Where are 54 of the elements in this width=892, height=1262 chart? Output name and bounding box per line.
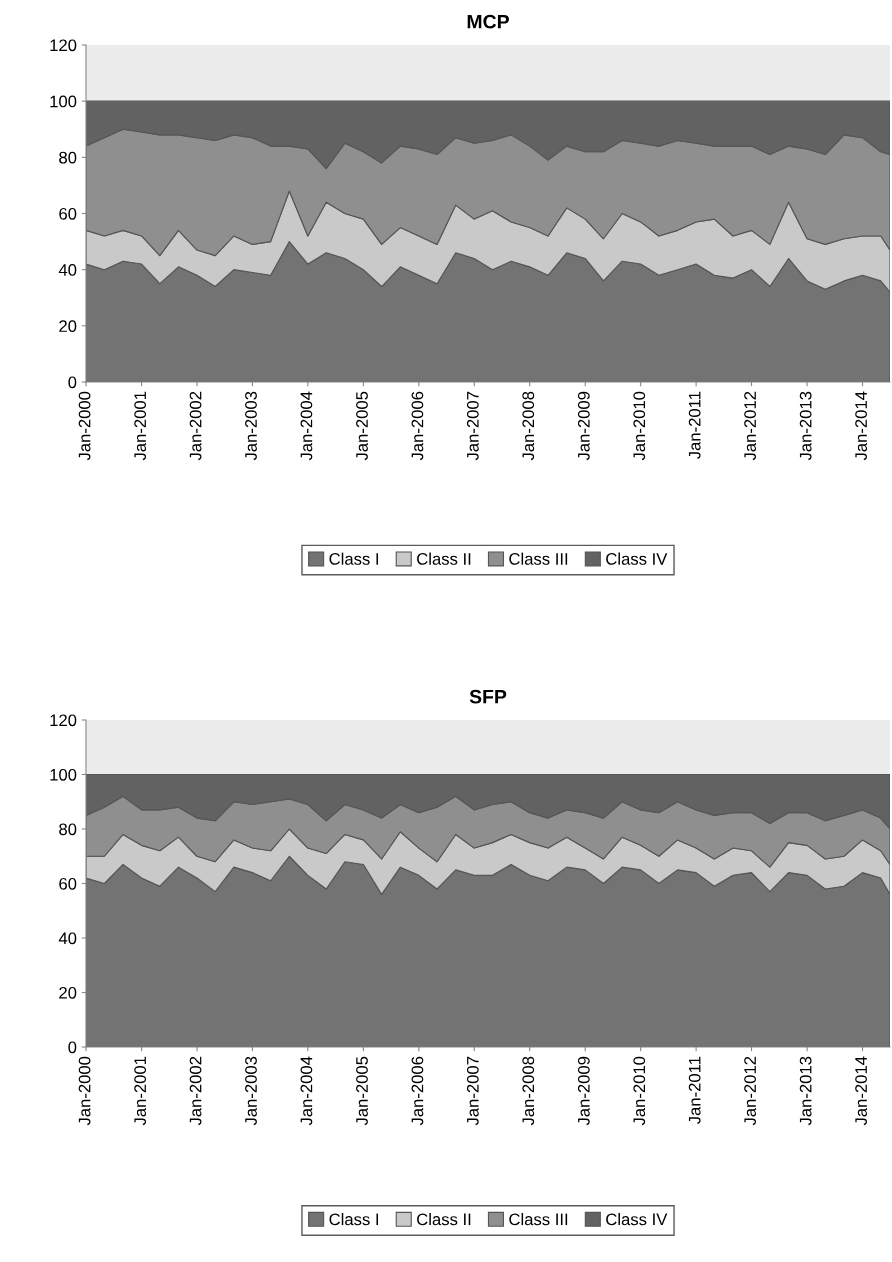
y-tick-label: 0 (68, 376, 77, 389)
x-tick-label: Jan-2004 (300, 391, 313, 461)
chart-title: MCP (467, 14, 509, 29)
x-tick-label: Jan-2001 (134, 391, 147, 461)
legend-label: Class IV (606, 1213, 668, 1226)
x-tick-label: Jan-2013 (799, 391, 812, 461)
x-tick-label: Jan-2013 (799, 1056, 812, 1126)
x-tick-label: Jan-2005 (356, 391, 368, 461)
x-tick-label: Jan-2008 (522, 1056, 535, 1126)
x-tick-label: Jan-2000 (78, 391, 91, 461)
x-tick-label: Jan-2008 (522, 391, 535, 461)
x-tick-label: Jan-2009 (577, 391, 590, 461)
x-tick-label: Jan-2011 (688, 1056, 701, 1125)
x-tick-label: Jan-2012 (744, 1056, 756, 1126)
legend-label: Class I (329, 552, 379, 565)
x-tick-label: Jan-2009 (577, 1056, 590, 1126)
x-tick-label: Jan-2014 (855, 391, 867, 461)
x-tick-label: Jan-2003 (245, 391, 257, 461)
y-tick-label: 120 (50, 39, 77, 52)
y-tick-label: 80 (59, 823, 77, 836)
y-tick-label: 60 (59, 207, 77, 220)
x-tick-label: Jan-2012 (744, 391, 756, 461)
legend-label: Class I (329, 1213, 379, 1226)
x-tick-label: Jan-2011 (688, 391, 701, 460)
y-tick-label: 120 (50, 714, 77, 727)
x-tick-label: Jan-2005 (356, 1056, 368, 1126)
x-tick-label: Jan-2014 (855, 1056, 867, 1126)
x-tick-label: Jan-2000 (78, 1056, 91, 1126)
y-tick-label: 40 (58, 932, 77, 945)
x-tick-label: Jan-2010 (633, 391, 646, 461)
y-tick-label: 60 (59, 877, 77, 890)
y-tick-label: 0 (68, 1041, 77, 1054)
x-tick-label: Jan-2001 (134, 1056, 147, 1126)
legend-label: Class III (509, 552, 568, 565)
legend-label: Class II (417, 552, 471, 565)
legend-label: Class II (417, 1213, 471, 1226)
x-tick-label: Jan-2004 (300, 1056, 313, 1126)
y-tick-label: 80 (59, 151, 77, 164)
y-tick-label: 20 (59, 986, 77, 999)
x-tick-label: Jan-2002 (189, 1056, 202, 1126)
x-tick-label: Jan-2006 (411, 1056, 424, 1126)
x-tick-label: Jan-2010 (633, 1056, 646, 1126)
y-tick-label: 100 (50, 95, 77, 108)
x-tick-label: Jan-2007 (466, 391, 479, 461)
x-tick-label: Jan-2006 (411, 391, 424, 461)
y-tick-label: 100 (50, 768, 77, 781)
y-tick-label: 40 (58, 264, 77, 276)
legend-label: Class III (509, 1213, 568, 1226)
x-tick-label: Jan-2002 (189, 391, 202, 461)
x-tick-label: Jan-2003 (245, 1056, 257, 1126)
legend-label: Class IV (606, 552, 668, 565)
y-tick-label: 20 (59, 320, 77, 333)
chart-title: SFP (469, 689, 507, 704)
x-tick-label: Jan-2007 (466, 1056, 479, 1126)
